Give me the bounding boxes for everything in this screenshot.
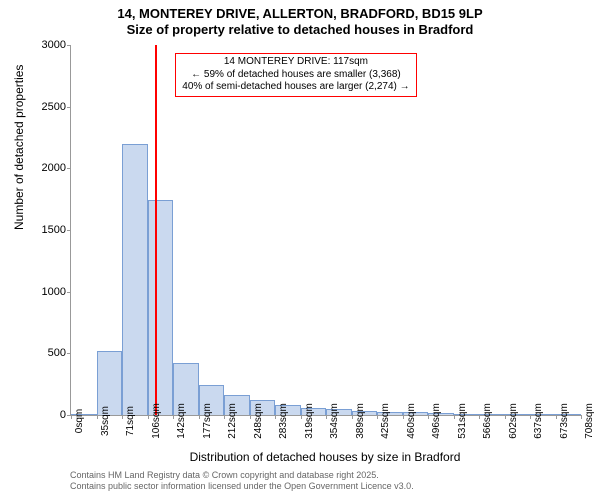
xtick-label: 106sqm	[151, 403, 162, 439]
xtick-label: 637sqm	[533, 403, 544, 439]
xtick-label: 71sqm	[125, 406, 136, 436]
ytick-mark	[67, 353, 71, 354]
xtick-label: 531sqm	[457, 403, 468, 439]
xtick-label: 460sqm	[406, 403, 417, 439]
xtick-mark	[530, 415, 531, 419]
ytick-label: 500	[48, 347, 66, 359]
xtick-label: 0sqm	[74, 409, 85, 433]
xtick-mark	[275, 415, 276, 419]
annotation-line: 40% of semi-detached houses are larger (…	[182, 81, 409, 94]
xtick-label: 212sqm	[227, 403, 238, 439]
xtick-mark	[301, 415, 302, 419]
xtick-mark	[479, 415, 480, 419]
xtick-label: 142sqm	[176, 403, 187, 439]
footer-line2: Contains public sector information licen…	[70, 481, 414, 492]
xtick-label: 35sqm	[100, 406, 111, 436]
xtick-mark	[326, 415, 327, 419]
ytick-label: 1000	[42, 286, 66, 298]
xtick-label: 708sqm	[584, 403, 595, 439]
histogram-bar	[148, 200, 174, 415]
xtick-mark	[71, 415, 72, 419]
xtick-mark	[403, 415, 404, 419]
ytick-label: 2500	[42, 101, 66, 113]
xtick-mark	[199, 415, 200, 419]
xtick-label: 389sqm	[355, 403, 366, 439]
xtick-mark	[250, 415, 251, 419]
x-axis-label: Distribution of detached houses by size …	[70, 450, 580, 464]
xtick-label: 425sqm	[380, 403, 391, 439]
xtick-label: 248sqm	[253, 403, 264, 439]
xtick-mark	[454, 415, 455, 419]
plot-area: 14 MONTEREY DRIVE: 117sqm← 59% of detach…	[70, 45, 581, 416]
xtick-mark	[505, 415, 506, 419]
ytick-label: 2000	[42, 162, 66, 174]
ytick-mark	[67, 230, 71, 231]
chart-title-line1: 14, MONTEREY DRIVE, ALLERTON, BRADFORD, …	[0, 6, 600, 21]
xtick-mark	[173, 415, 174, 419]
marker-line	[155, 45, 157, 415]
xtick-label: 566sqm	[482, 403, 493, 439]
annotation-line: ← 59% of detached houses are smaller (3,…	[182, 69, 409, 82]
ytick-mark	[67, 45, 71, 46]
marker-annotation: 14 MONTEREY DRIVE: 117sqm← 59% of detach…	[175, 53, 416, 97]
chart-title-line2: Size of property relative to detached ho…	[0, 22, 600, 37]
annotation-line: 14 MONTEREY DRIVE: 117sqm	[182, 56, 409, 69]
xtick-mark	[224, 415, 225, 419]
xtick-label: 177sqm	[202, 403, 213, 439]
xtick-label: 673sqm	[559, 403, 570, 439]
y-axis-label: Number of detached properties	[12, 65, 26, 230]
histogram-bar	[122, 144, 148, 415]
chart-container: 14, MONTEREY DRIVE, ALLERTON, BRADFORD, …	[0, 0, 600, 500]
xtick-mark	[148, 415, 149, 419]
ytick-mark	[67, 292, 71, 293]
xtick-mark	[352, 415, 353, 419]
footer-line1: Contains HM Land Registry data © Crown c…	[70, 470, 414, 481]
xtick-mark	[428, 415, 429, 419]
ytick-mark	[67, 107, 71, 108]
ytick-label: 1500	[42, 224, 66, 236]
xtick-label: 319sqm	[304, 403, 315, 439]
xtick-label: 354sqm	[329, 403, 340, 439]
xtick-label: 283sqm	[278, 403, 289, 439]
xtick-label: 602sqm	[508, 403, 519, 439]
xtick-label: 496sqm	[431, 403, 442, 439]
ytick-mark	[67, 168, 71, 169]
footer-attribution: Contains HM Land Registry data © Crown c…	[70, 470, 414, 492]
xtick-mark	[97, 415, 98, 419]
xtick-mark	[556, 415, 557, 419]
ytick-label: 3000	[42, 39, 66, 51]
ytick-label: 0	[60, 409, 66, 421]
xtick-mark	[581, 415, 582, 419]
xtick-mark	[377, 415, 378, 419]
xtick-mark	[122, 415, 123, 419]
